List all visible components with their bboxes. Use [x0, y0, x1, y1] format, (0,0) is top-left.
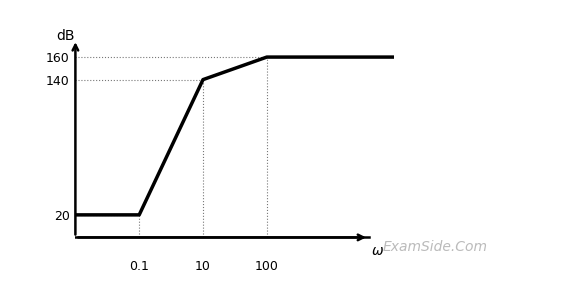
Text: dB: dB [57, 29, 75, 44]
Text: ExamSide.Com: ExamSide.Com [382, 240, 488, 254]
Text: ω: ω [372, 244, 384, 258]
